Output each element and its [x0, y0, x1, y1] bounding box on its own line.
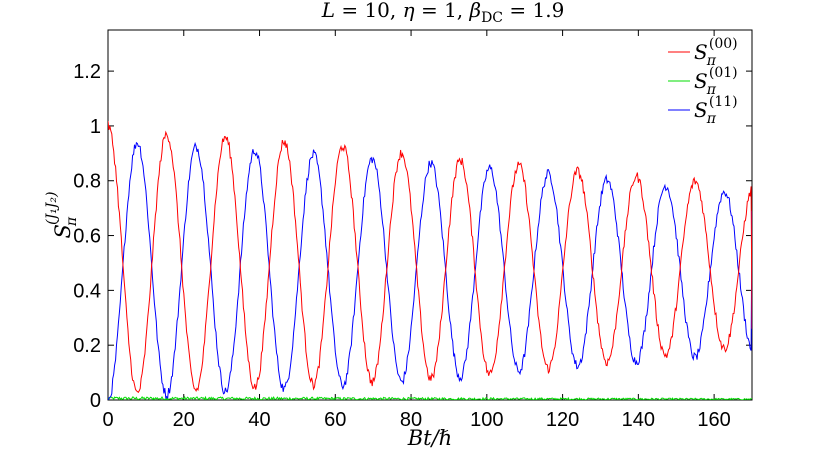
x-tick-label: 160 — [697, 409, 730, 431]
series-line — [108, 395, 752, 400]
y-tick-label: 0.2 — [73, 335, 101, 357]
title-eq-3: = 1.9 — [503, 0, 564, 22]
y-tick-label: 0.8 — [73, 171, 101, 193]
y-tick-label: 1.2 — [73, 61, 101, 83]
x-tick-label: 20 — [173, 409, 195, 431]
x-tick-label: 140 — [622, 409, 655, 431]
title-sub-dc: DC — [481, 10, 503, 26]
x-tick-label: 0 — [102, 409, 113, 431]
y-label-base: S — [51, 224, 75, 238]
x-axis-label: Bt/ℏ — [407, 426, 452, 450]
title-var-beta: β — [469, 0, 482, 22]
y-tick-label: 0 — [90, 390, 101, 412]
chart-title: L = 10, η = 1, βDC = 1.9 — [321, 0, 565, 26]
svg-text:Sπ(J₁J₂): Sπ (J₁J₂) — [44, 192, 80, 239]
y-axis-label: Sπ (J₁J₂) — [44, 192, 80, 239]
axis-tick-labels: 0 20 40 60 80 100 120 140 160 0 0.2 0.4 0.6 0.8 1 1.2 — [73, 61, 731, 431]
title-var-l: L — [321, 0, 335, 22]
y-tick-label: 0.6 — [73, 226, 101, 248]
title-var-eta: η — [403, 0, 415, 22]
legend-entry: Sπ(00) — [694, 36, 738, 69]
y-tick-label: 1 — [90, 116, 101, 138]
y-label-sub: π — [64, 216, 80, 227]
y-label-sup: (J₁J₂) — [44, 192, 60, 225]
x-tick-label: 80 — [400, 409, 422, 431]
y-tick-label: 0.4 — [73, 280, 101, 302]
x-tick-label: 120 — [546, 409, 579, 431]
title-eq-2: = 1, — [415, 0, 470, 22]
legend-entry: Sπ(11) — [694, 94, 738, 127]
series-lines — [108, 121, 752, 400]
x-tick-label: 40 — [248, 409, 270, 431]
legend-entry: Sπ(01) — [694, 65, 738, 98]
series-line — [108, 141, 752, 400]
title-eq-1: = 10, — [335, 0, 403, 22]
x-tick-label: 60 — [324, 409, 346, 431]
legend: Sπ(00)Sπ(01)Sπ(11) — [668, 36, 738, 127]
x-tick-label: 100 — [470, 409, 503, 431]
series-line — [108, 121, 752, 394]
